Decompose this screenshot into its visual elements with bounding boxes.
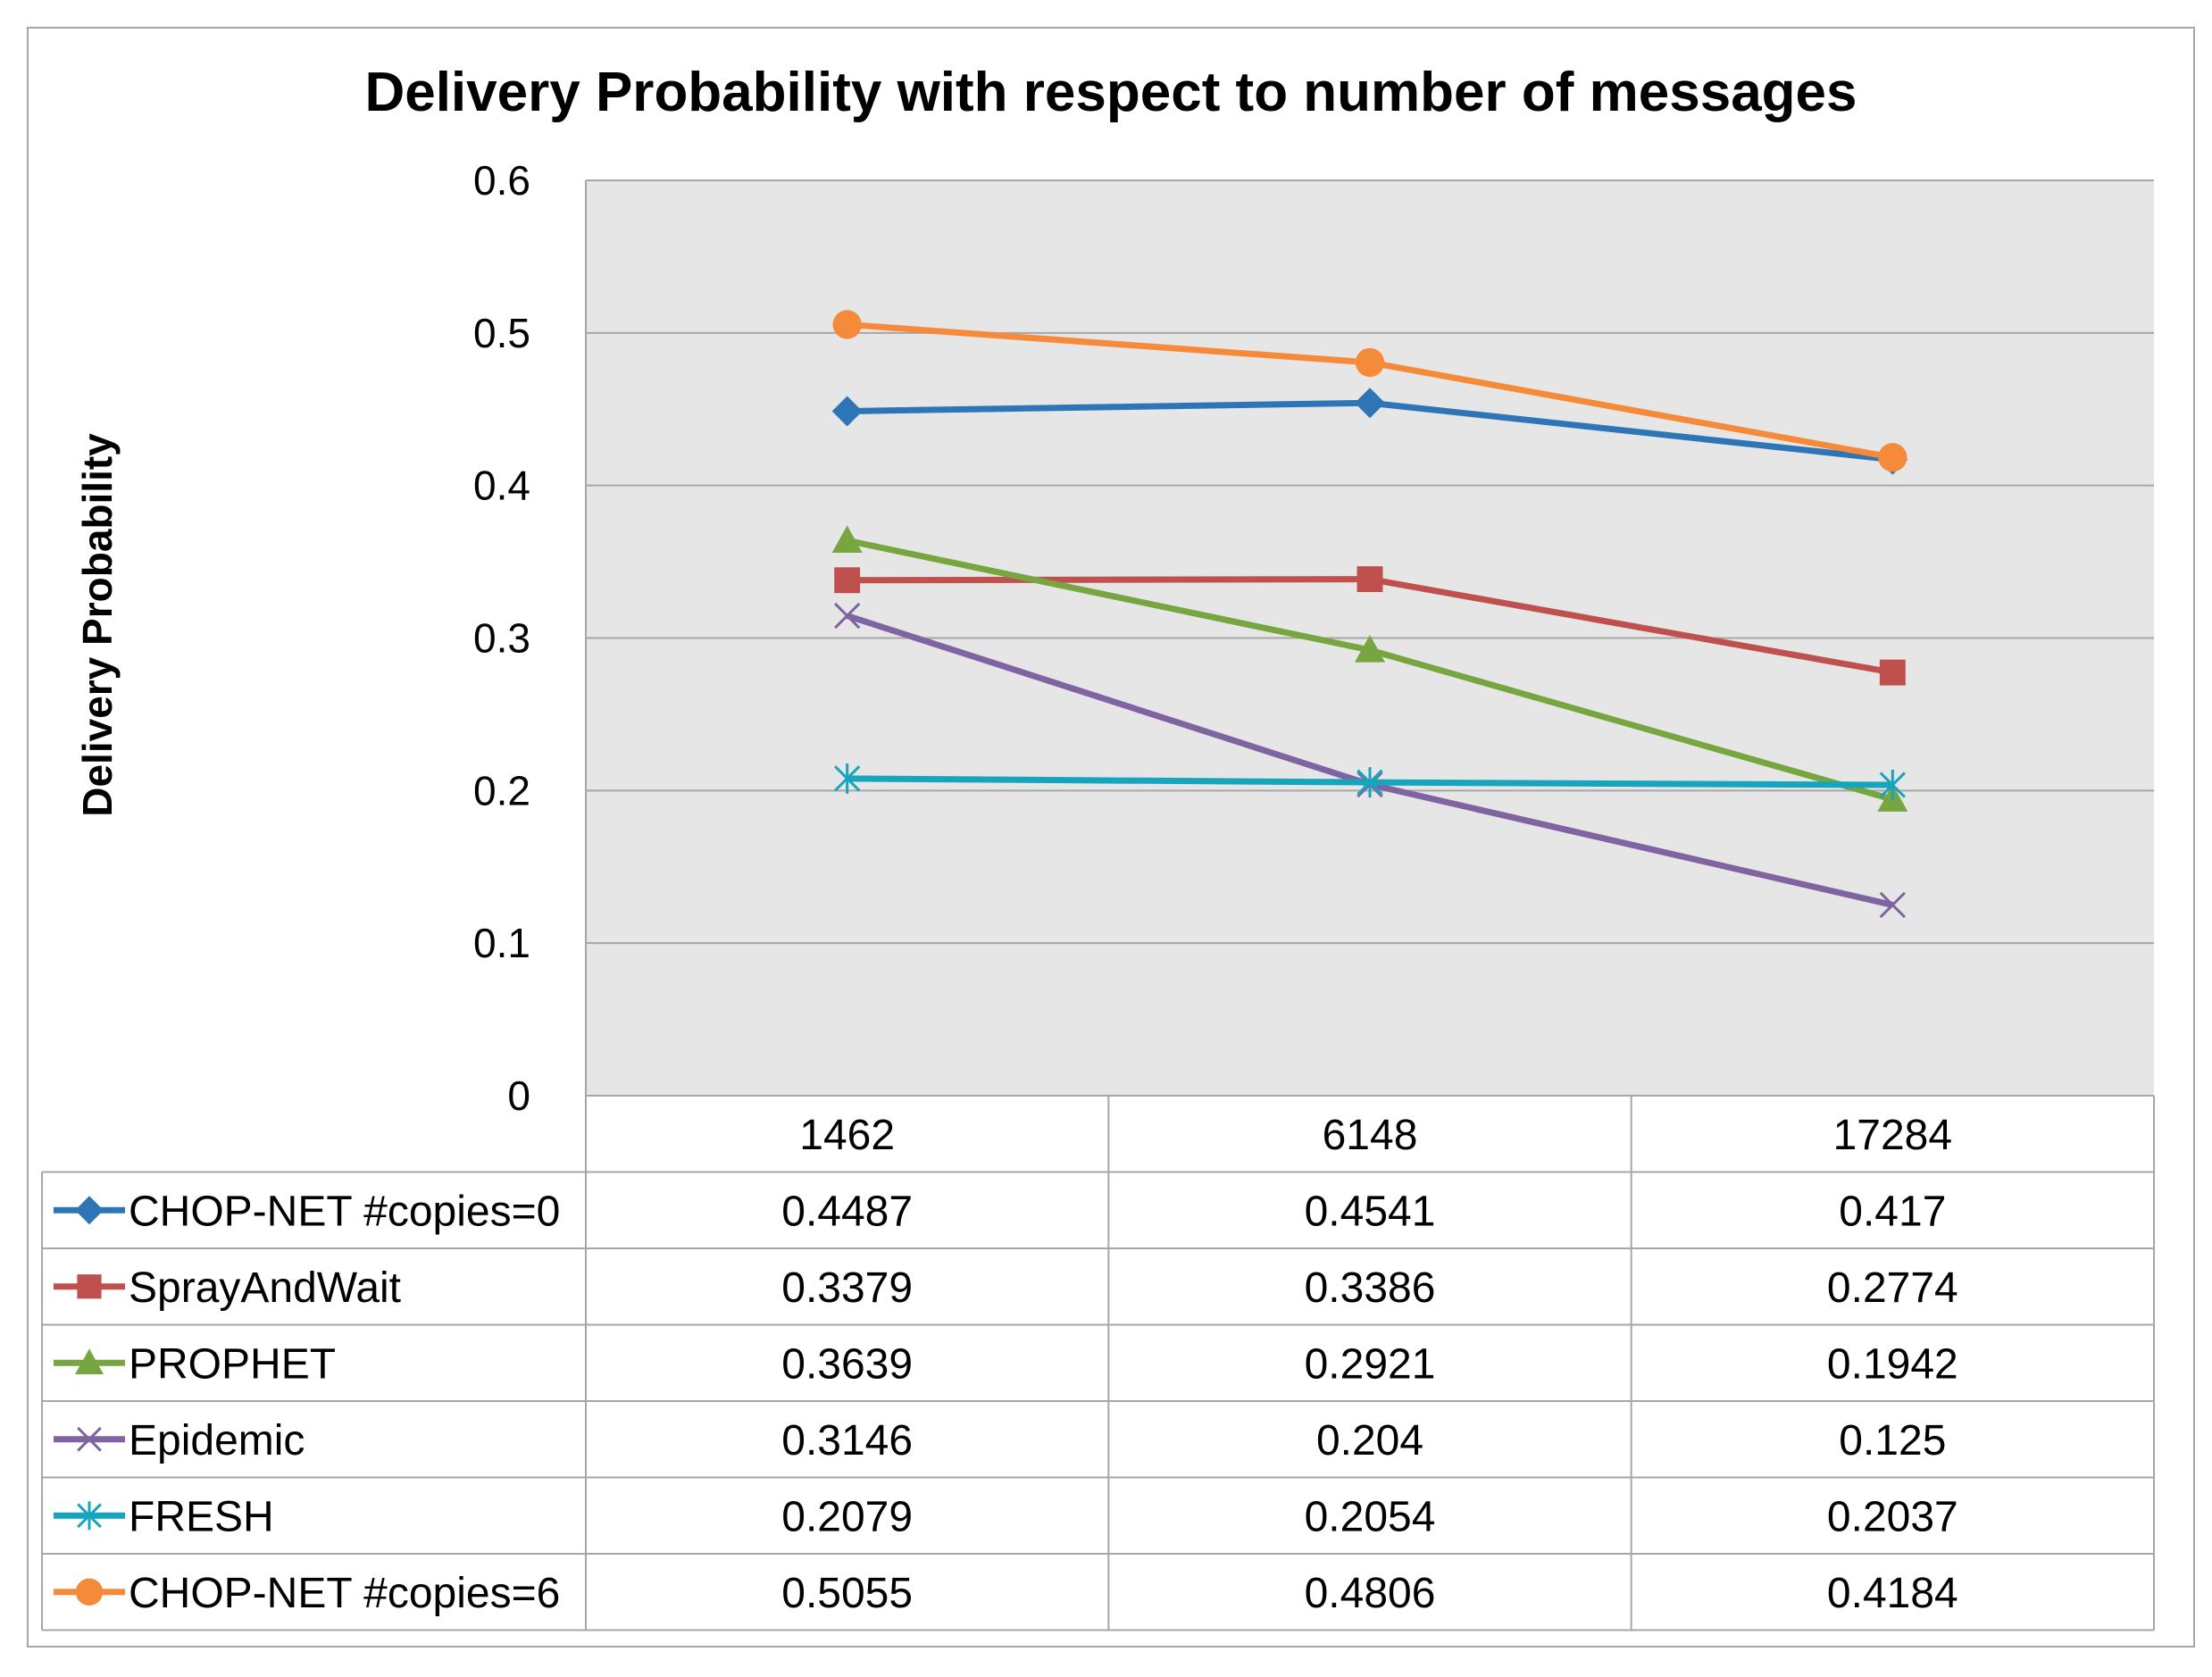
data-label: 0.1942 [1827,1340,1958,1388]
data-label: 0.4806 [1305,1570,1436,1617]
legend-key-sprayandwait [54,1274,125,1299]
data-point-chop-net-copies-6 [1878,443,1907,472]
data-label: 0.125 [1839,1417,1946,1464]
data-point-sprayandwait [1356,566,1383,593]
data-label: 0.4184 [1827,1570,1958,1617]
data-point-prophet [831,525,863,553]
data-point-fresh [1879,770,1906,801]
y-tick-label: 0.4 [473,463,530,509]
x-tick-label: 1462 [799,1112,895,1159]
data-point-fresh [1356,767,1383,798]
data-point-sprayandwait [1879,659,1906,686]
data-point-chop-net-copies-6 [832,310,862,339]
data-point-sprayandwait [834,567,861,594]
data-point-fresh [834,763,861,794]
legend-marker-stroke [77,1426,102,1452]
line-chart: Delivery Probability with respect to num… [41,62,2155,1631]
data-label: 0.4541 [1305,1188,1436,1235]
data-label: 0.3379 [781,1264,913,1312]
data-point-chop-net-copies-0 [831,396,863,427]
chart-title: Delivery Probability with respect to num… [364,62,1857,123]
x-tick-label: 17284 [1833,1112,1952,1159]
y-tick-label: 0.6 [473,157,530,204]
data-point-epidemic-stroke [1879,891,1906,919]
y-tick-label: 0.2 [473,767,530,813]
legend-label-prophet: PROPHET [129,1340,336,1388]
data-label: 0.2054 [1305,1493,1436,1540]
data-point-chop-net-copies-0 [1355,388,1385,419]
legend-key-chop-net-copies-6 [54,1578,125,1606]
data-point-chop-net-copies-6 [1355,347,1385,378]
data-label: 0.3146 [781,1417,913,1464]
legend-marker [77,1274,102,1299]
legend-label-chop-net-copies-6: CHOP-NET #copies=6 [129,1570,560,1617]
legend-key-chop-net-copies-0 [54,1196,125,1225]
legend-label-epidemic: Epidemic [129,1417,305,1464]
data-label: 0.2079 [781,1493,913,1540]
data-label: 0.417 [1839,1188,1946,1235]
y-tick-label: 0.1 [473,920,530,966]
data-label: 0.2037 [1827,1493,1958,1540]
data-label: 0.4487 [781,1188,913,1235]
legend-marker [77,1501,102,1531]
data-point-epidemic [834,602,861,630]
data-label: 0.2774 [1827,1264,1958,1312]
y-tick-label: 0.5 [473,310,530,356]
data-label: 0.5055 [781,1570,913,1617]
legend-key-epidemic [54,1426,125,1452]
legend-key-prophet [54,1348,125,1375]
legend-marker [75,1578,104,1606]
data-label: 0.2921 [1305,1340,1436,1388]
data-label: 0.3639 [781,1340,913,1388]
legend-label-chop-net-copies-0: CHOP-NET #copies=0 [129,1188,560,1235]
y-axis-label: Delivery Probability [74,433,121,817]
data-point-epidemic [1879,891,1906,919]
legend-marker [75,1196,104,1225]
data-point-epidemic-stroke [834,602,861,630]
legend-marker [77,1426,102,1452]
legend-label-sprayandwait: SprayAndWait [129,1264,401,1312]
y-tick-label: 0 [507,1072,530,1119]
chart-frame: Delivery Probability with respect to num… [27,27,2195,1648]
data-label: 0.204 [1316,1417,1423,1464]
data-label: 0.3386 [1305,1264,1436,1312]
legend-label-fresh: FRESH [129,1493,274,1540]
data-point-prophet [1355,634,1385,663]
x-tick-label: 6148 [1323,1112,1418,1159]
legend-marker [75,1348,104,1375]
y-tick-label: 0.3 [473,615,530,662]
legend-key-fresh [54,1501,125,1531]
